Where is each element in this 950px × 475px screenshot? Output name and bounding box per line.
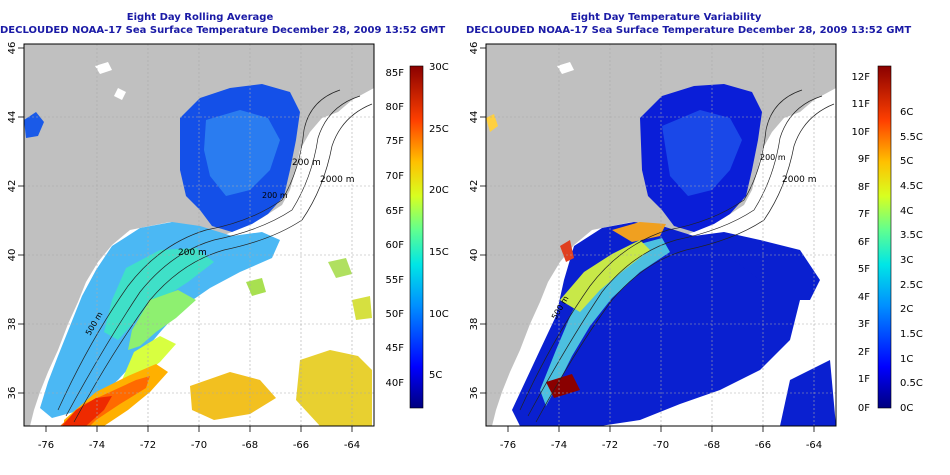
colorbar-c-label: 0.5C (900, 378, 923, 389)
left-colorbar-c-labels: 30C 25C 20C 15C 10C 5C (429, 62, 449, 381)
x-tick-label: -72 (602, 440, 618, 451)
variability-colorbar (877, 65, 892, 409)
right-y-axis: 46 44 42 40 38 36 (469, 42, 480, 400)
x-tick-label: -66 (293, 440, 309, 451)
colorbar-f-label: 2F (858, 347, 870, 358)
left-colorbar-f-labels: 85F 80F 75F 70F 65F 60F 55F 50F 45F 40F (386, 68, 405, 389)
contour-label: 200 m (178, 248, 207, 258)
colorbar-c-label: 6C (900, 107, 913, 118)
y-tick-label: 36 (7, 387, 18, 400)
colorbar-f-label: 85F (386, 68, 405, 79)
colorbar-c-label: 10C (429, 309, 449, 320)
x-tick-label: -70 (191, 440, 207, 451)
colorbar-c-label: 5.5C (900, 132, 923, 143)
left-x-axis: -76 -74 -72 -70 -68 -66 -64 (38, 440, 360, 451)
colorbar-f-label: 7F (858, 209, 870, 220)
colorbar-f-label: 6F (858, 237, 870, 248)
colorbar-f-label: 8F (858, 182, 870, 193)
x-tick-label: -68 (242, 440, 258, 451)
y-tick-label: 46 (7, 42, 18, 55)
right-map (486, 44, 836, 426)
right-colorbar-f-labels: 12F 11F 10F 9F 8F 7F 6F 5F 4F 3F 2F 1F 0… (852, 72, 871, 414)
colorbar-c-label: 3C (900, 255, 913, 266)
y-tick-label: 40 (7, 249, 18, 262)
contour-label: 2000 m (782, 175, 817, 185)
y-tick-label: 36 (469, 387, 480, 400)
y-tick-label: 42 (469, 180, 480, 193)
colorbar-c-label: 1C (900, 354, 913, 365)
x-tick-label: -64 (806, 440, 822, 451)
colorbar-f-label: 3F (858, 319, 870, 330)
left-y-axis: 46 44 42 40 38 36 (7, 42, 18, 400)
colorbar-f-label: 11F (852, 99, 871, 110)
x-tick-label: -76 (500, 440, 516, 451)
contour-label: 200 m (760, 153, 786, 162)
colorbar-f-label: 12F (852, 72, 871, 83)
colorbar-f-label: 75F (386, 136, 405, 147)
x-tick-label: -74 (551, 440, 567, 451)
colorbar-c-label: 20C (429, 185, 449, 196)
x-tick-label: -72 (140, 440, 156, 451)
colorbar-f-label: 9F (858, 154, 870, 165)
x-tick-label: -66 (755, 440, 771, 451)
colorbar-f-label: 45F (386, 343, 405, 354)
colorbar-c-label: 2C (900, 304, 913, 315)
right-x-axis: -76 -74 -72 -70 -68 -66 -64 (500, 440, 822, 451)
colorbar-f-label: 10F (852, 127, 871, 138)
colorbar-c-label: 4.5C (900, 181, 923, 192)
colorbar-c-label: 30C (429, 62, 449, 73)
y-tick-label: 38 (7, 318, 18, 331)
x-tick-label: -64 (344, 440, 360, 451)
colorbar-f-label: 55F (386, 275, 405, 286)
colorbar-f-label: 65F (386, 206, 405, 217)
colorbar-f-label: 0F (858, 403, 870, 414)
y-tick-label: 38 (469, 318, 480, 331)
colorbar-c-label: 5C (429, 370, 442, 381)
colorbar-c-label: 0C (900, 403, 913, 414)
colorbar-c-label: 3.5C (900, 230, 923, 241)
colorbar-f-label: 40F (386, 378, 405, 389)
colorbar-f-label: 80F (386, 102, 405, 113)
colorbar-c-label: 1.5C (900, 329, 923, 340)
colorbar-f-label: 60F (386, 240, 405, 251)
colorbar-c-label: 2.5C (900, 280, 923, 291)
y-tick-label: 42 (7, 180, 18, 193)
y-tick-label: 44 (469, 111, 480, 124)
colorbar-f-label: 5F (858, 264, 870, 275)
sst-colorbar (409, 65, 424, 409)
right-colorbar-c-labels: 6C 5.5C 5C 4.5C 4C 3.5C 3C 2.5C 2C 1.5C … (900, 107, 923, 414)
left-map-title: Eight Day Rolling Average (126, 12, 274, 23)
x-tick-label: -68 (704, 440, 720, 451)
colorbar-c-label: 25C (429, 124, 449, 135)
x-tick-label: -70 (653, 440, 669, 451)
contour-label: 200 m (262, 191, 288, 200)
colorbar-f-label: 1F (858, 374, 870, 385)
y-tick-label: 40 (469, 249, 480, 262)
colorbar-c-label: 15C (429, 247, 449, 258)
colorbar-c-label: 4C (900, 206, 913, 217)
contour-label: 200 m (292, 158, 321, 168)
y-tick-label: 46 (469, 42, 480, 55)
y-tick-label: 44 (7, 111, 18, 124)
x-tick-label: -76 (38, 440, 54, 451)
right-map-subtitle: DECLOUDED NOAA-17 Sea Surface Temperatur… (466, 25, 912, 36)
colorbar-f-label: 50F (386, 309, 405, 320)
right-map-title: Eight Day Temperature Variability (570, 12, 762, 23)
colorbar-c-label: 5C (900, 156, 913, 167)
left-map (24, 44, 374, 426)
x-tick-label: -74 (89, 440, 105, 451)
colorbar-f-label: 4F (858, 292, 870, 303)
colorbar-f-label: 70F (386, 171, 405, 182)
contour-label: 2000 m (320, 175, 355, 185)
left-map-subtitle: DECLOUDED NOAA-17 Sea Surface Temperatur… (0, 25, 446, 36)
